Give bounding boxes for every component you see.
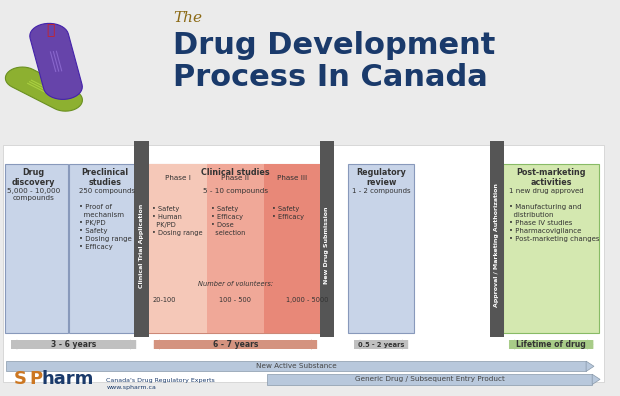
FancyBboxPatch shape [5,164,68,333]
FancyBboxPatch shape [354,340,408,349]
Text: 5 - 10 compounds: 5 - 10 compounds [203,188,268,194]
Text: The: The [173,11,202,25]
Text: Post-marketing
activities: Post-marketing activities [516,168,587,187]
Text: Phase III: Phase III [277,175,307,181]
PathPatch shape [6,67,82,111]
FancyBboxPatch shape [0,0,608,150]
Text: Canada's Drug Regulatory Experts: Canada's Drug Regulatory Experts [107,378,215,383]
FancyBboxPatch shape [135,141,149,337]
Polygon shape [586,361,594,371]
Polygon shape [592,374,600,385]
Text: 3 - 6 years: 3 - 6 years [51,340,96,349]
FancyBboxPatch shape [490,141,504,337]
FancyBboxPatch shape [6,361,586,371]
Text: 6 - 7 years: 6 - 7 years [213,340,258,349]
FancyArrow shape [154,339,317,350]
Text: 1 new drug approved

• Manufacturing and
  distribution
• Phase IV studies
• Pha: 1 new drug approved • Manufacturing and … [509,188,600,242]
Text: Phase I: Phase I [164,175,190,181]
Text: www.spharm.ca: www.spharm.ca [107,385,156,390]
Text: Lifetime of drug: Lifetime of drug [516,340,586,349]
Text: Approval / Marketing Authorization: Approval / Marketing Authorization [494,184,499,307]
FancyBboxPatch shape [264,164,322,333]
Text: 5,000 - 10,000
compounds: 5,000 - 10,000 compounds [7,188,60,201]
FancyArrow shape [154,339,317,350]
Text: Drug
discovery: Drug discovery [12,168,55,187]
FancyArrow shape [354,339,408,350]
Text: • Safety
• Efficacy: • Safety • Efficacy [272,206,304,220]
FancyArrow shape [509,339,593,350]
Text: 100 - 500: 100 - 500 [219,297,251,303]
Text: 250 compounds

• Proof of
  mechanism
• PK/PD
• Safety
• Dosing range
• Efficacy: 250 compounds • Proof of mechanism • PK/… [79,188,135,250]
FancyBboxPatch shape [149,164,206,333]
FancyBboxPatch shape [69,164,141,333]
FancyBboxPatch shape [206,164,264,333]
Text: P: P [29,370,42,388]
Text: New Drug Submission: New Drug Submission [324,207,329,284]
Text: New Active Substance: New Active Substance [256,363,337,369]
Text: Drug Development
Process In Canada: Drug Development Process In Canada [173,31,495,91]
Text: Generic Drug / Subsequent Entry Product: Generic Drug / Subsequent Entry Product [355,376,505,383]
FancyBboxPatch shape [503,164,600,333]
Text: Phase II: Phase II [221,175,249,181]
FancyBboxPatch shape [154,340,317,349]
FancyBboxPatch shape [267,374,592,385]
Text: Clinical Trial Application: Clinical Trial Application [139,204,144,287]
Text: Number of volunteers:: Number of volunteers: [198,281,273,287]
FancyBboxPatch shape [148,164,323,333]
FancyBboxPatch shape [509,340,593,349]
FancyBboxPatch shape [11,340,136,349]
Text: 1 - 2 compounds: 1 - 2 compounds [352,188,411,194]
PathPatch shape [30,23,82,99]
FancyArrow shape [11,339,136,350]
Text: 🍁: 🍁 [46,23,54,37]
Text: Clinical studies: Clinical studies [201,168,270,177]
FancyBboxPatch shape [3,145,604,382]
FancyArrow shape [11,339,136,350]
Text: harm: harm [42,370,94,388]
Text: 1,000 - 5000: 1,000 - 5000 [286,297,328,303]
Text: Preclinical
studies: Preclinical studies [81,168,128,187]
FancyBboxPatch shape [348,164,414,333]
FancyArrow shape [354,339,408,350]
FancyBboxPatch shape [319,141,334,337]
Text: Regulatory
review: Regulatory review [356,168,407,187]
Text: S: S [14,370,27,388]
Text: • Safety
• Human
  PK/PD
• Dosing range: • Safety • Human PK/PD • Dosing range [152,206,203,236]
Text: 20-100: 20-100 [153,297,176,303]
Text: 0.5 - 2 years: 0.5 - 2 years [358,341,404,348]
FancyArrow shape [509,339,593,350]
Text: • Safety
• Efficacy
• Dose
  selection: • Safety • Efficacy • Dose selection [211,206,246,236]
